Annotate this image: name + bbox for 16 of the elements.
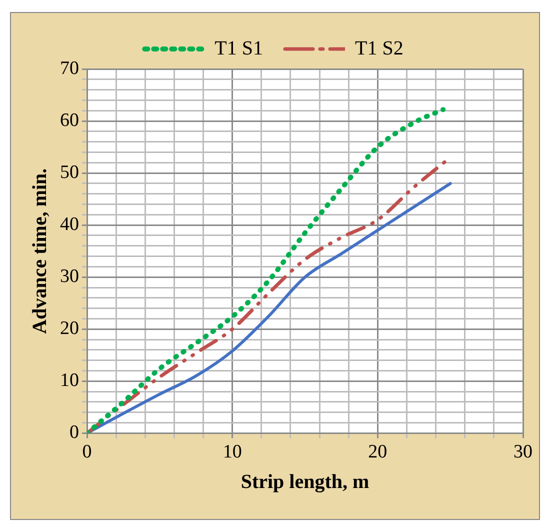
y-tick-label: 70: [60, 58, 79, 79]
x-tick-label: 0: [82, 442, 92, 463]
x-tick-label: 10: [222, 442, 242, 463]
legend-label: T1 S1: [214, 37, 264, 60]
y-tick-label: 10: [60, 370, 79, 392]
y-tick-label: 0: [70, 422, 79, 444]
x-axis-title: Strip length, m: [240, 471, 370, 494]
x-tick-label: 20: [368, 442, 388, 463]
y-tick-label: 30: [60, 266, 79, 288]
legend-label: T1 S2: [355, 37, 404, 60]
y-axis-title: Advance time, min.: [29, 168, 52, 334]
y-tick-label: 20: [60, 318, 79, 340]
y-tick-label: 40: [60, 214, 79, 236]
y-tick-label: 50: [60, 162, 79, 184]
y-tick-label: 60: [60, 110, 79, 132]
x-tick-label: 30: [514, 442, 532, 463]
